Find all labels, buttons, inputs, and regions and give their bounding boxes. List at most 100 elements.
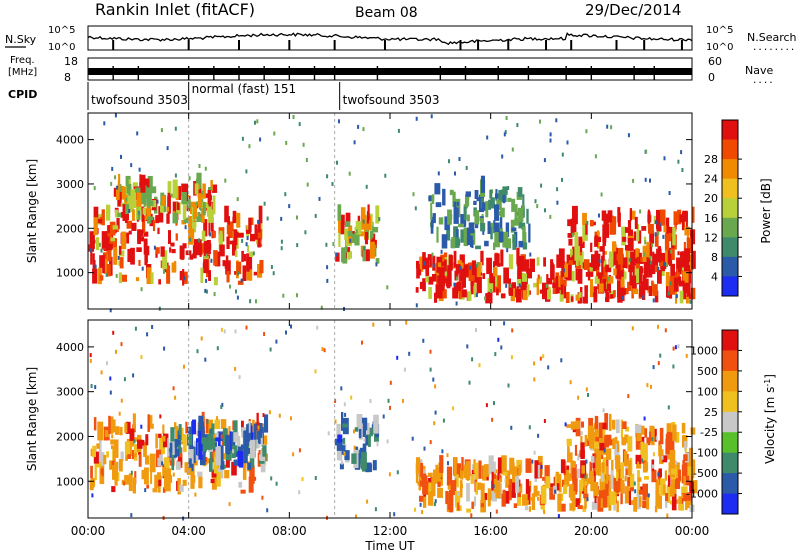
echo-cell	[224, 205, 229, 223]
echo-cell	[471, 501, 475, 509]
echo-cell	[474, 210, 480, 225]
echo-cell	[662, 455, 668, 463]
echo-cell	[203, 259, 209, 274]
echo-cell	[119, 257, 124, 269]
echo-cell	[567, 219, 573, 227]
echo-cell	[516, 247, 520, 264]
echo-cell	[232, 240, 237, 256]
echo-cell	[577, 453, 580, 461]
echo-cell	[491, 488, 497, 502]
echo-cell	[644, 263, 647, 279]
echo-cell	[595, 450, 599, 460]
echo-cell	[232, 449, 235, 454]
echo-cell	[466, 214, 470, 222]
echo-cell	[344, 221, 351, 228]
echo-cell	[111, 486, 116, 493]
echo-cell	[515, 476, 520, 493]
echo-cell	[614, 443, 620, 456]
echo-cell	[354, 427, 359, 432]
echo-cell	[581, 465, 585, 474]
echo-cell	[229, 284, 231, 289]
echo-cell	[241, 250, 244, 262]
echo-cell	[533, 450, 536, 455]
echo-cell	[353, 445, 356, 450]
echo-cell	[344, 412, 347, 417]
echo-cell	[664, 328, 667, 333]
echo-cell	[364, 232, 368, 245]
echo-cell	[100, 248, 103, 253]
echo-cell	[98, 439, 102, 457]
echo-cell	[362, 219, 365, 224]
echo-cell	[475, 293, 478, 297]
date-label: 29/Dec/2014	[585, 1, 681, 19]
echo-cell	[644, 428, 648, 438]
echo-cell	[428, 276, 434, 285]
echo-cell	[441, 234, 448, 249]
echo-cell	[585, 459, 588, 464]
echo-cell	[641, 458, 643, 463]
echo-cell	[602, 266, 606, 282]
echo-cell	[172, 201, 179, 221]
echo-cell	[115, 186, 120, 200]
echo-cell	[536, 257, 540, 266]
echo-cell	[497, 457, 502, 474]
echo-cell	[296, 293, 298, 298]
echo-cell	[149, 453, 156, 473]
echo-cell	[649, 178, 651, 183]
echo-cell	[192, 219, 197, 233]
echo-cell	[455, 500, 459, 508]
echo-cell	[358, 429, 362, 439]
echo-cell	[647, 493, 650, 498]
echo-cell	[607, 276, 614, 284]
echo-cell	[209, 232, 212, 237]
echo-cell	[644, 177, 647, 182]
echo-cell	[366, 499, 369, 504]
echo-cell	[488, 199, 491, 210]
echo-cell	[437, 267, 440, 274]
echo-cell	[339, 224, 345, 235]
echo-cell	[130, 189, 136, 208]
echo-cell	[575, 268, 578, 281]
echo-cell	[547, 365, 550, 370]
echo-cell	[111, 238, 117, 249]
echo-cell	[592, 441, 599, 451]
echo-cell	[632, 178, 635, 183]
echo-cell	[202, 183, 206, 199]
echo-cell	[673, 211, 678, 225]
echo-cell	[171, 262, 177, 273]
echo-cell	[427, 254, 432, 267]
echo-cell	[645, 149, 648, 154]
echo-cell	[633, 497, 638, 512]
echo-cell	[591, 254, 597, 268]
echo-cell	[184, 462, 190, 473]
echo-cell	[533, 491, 540, 496]
echo-cell	[419, 256, 424, 272]
echo-cell	[585, 272, 590, 277]
echo-cell	[336, 442, 343, 451]
echo-cell	[667, 291, 670, 296]
echo-cell	[567, 233, 573, 238]
echo-cell	[127, 248, 134, 262]
echo-cell	[661, 252, 667, 270]
echo-cell	[459, 480, 463, 498]
echo-cell	[120, 186, 125, 200]
echo-cell	[430, 202, 433, 220]
echo-cell	[348, 171, 351, 176]
echo-cell	[117, 255, 120, 260]
echo-cell	[589, 220, 594, 227]
echo-cell	[204, 166, 207, 171]
echo-cell	[366, 462, 372, 472]
echo-cell	[213, 292, 216, 297]
echo-cell	[542, 505, 545, 513]
echo-cell	[337, 434, 343, 450]
echo-cell	[613, 247, 618, 265]
echo-cell	[504, 130, 507, 135]
echo-cell	[646, 261, 651, 273]
echo-cell	[225, 435, 231, 454]
cpid-label: CPID	[8, 88, 37, 101]
echo-cell	[665, 271, 670, 287]
echo-cell	[143, 442, 147, 457]
time-axis-label: Time UT	[364, 539, 415, 553]
echo-cell	[505, 116, 508, 120]
echo-cell	[495, 481, 501, 499]
